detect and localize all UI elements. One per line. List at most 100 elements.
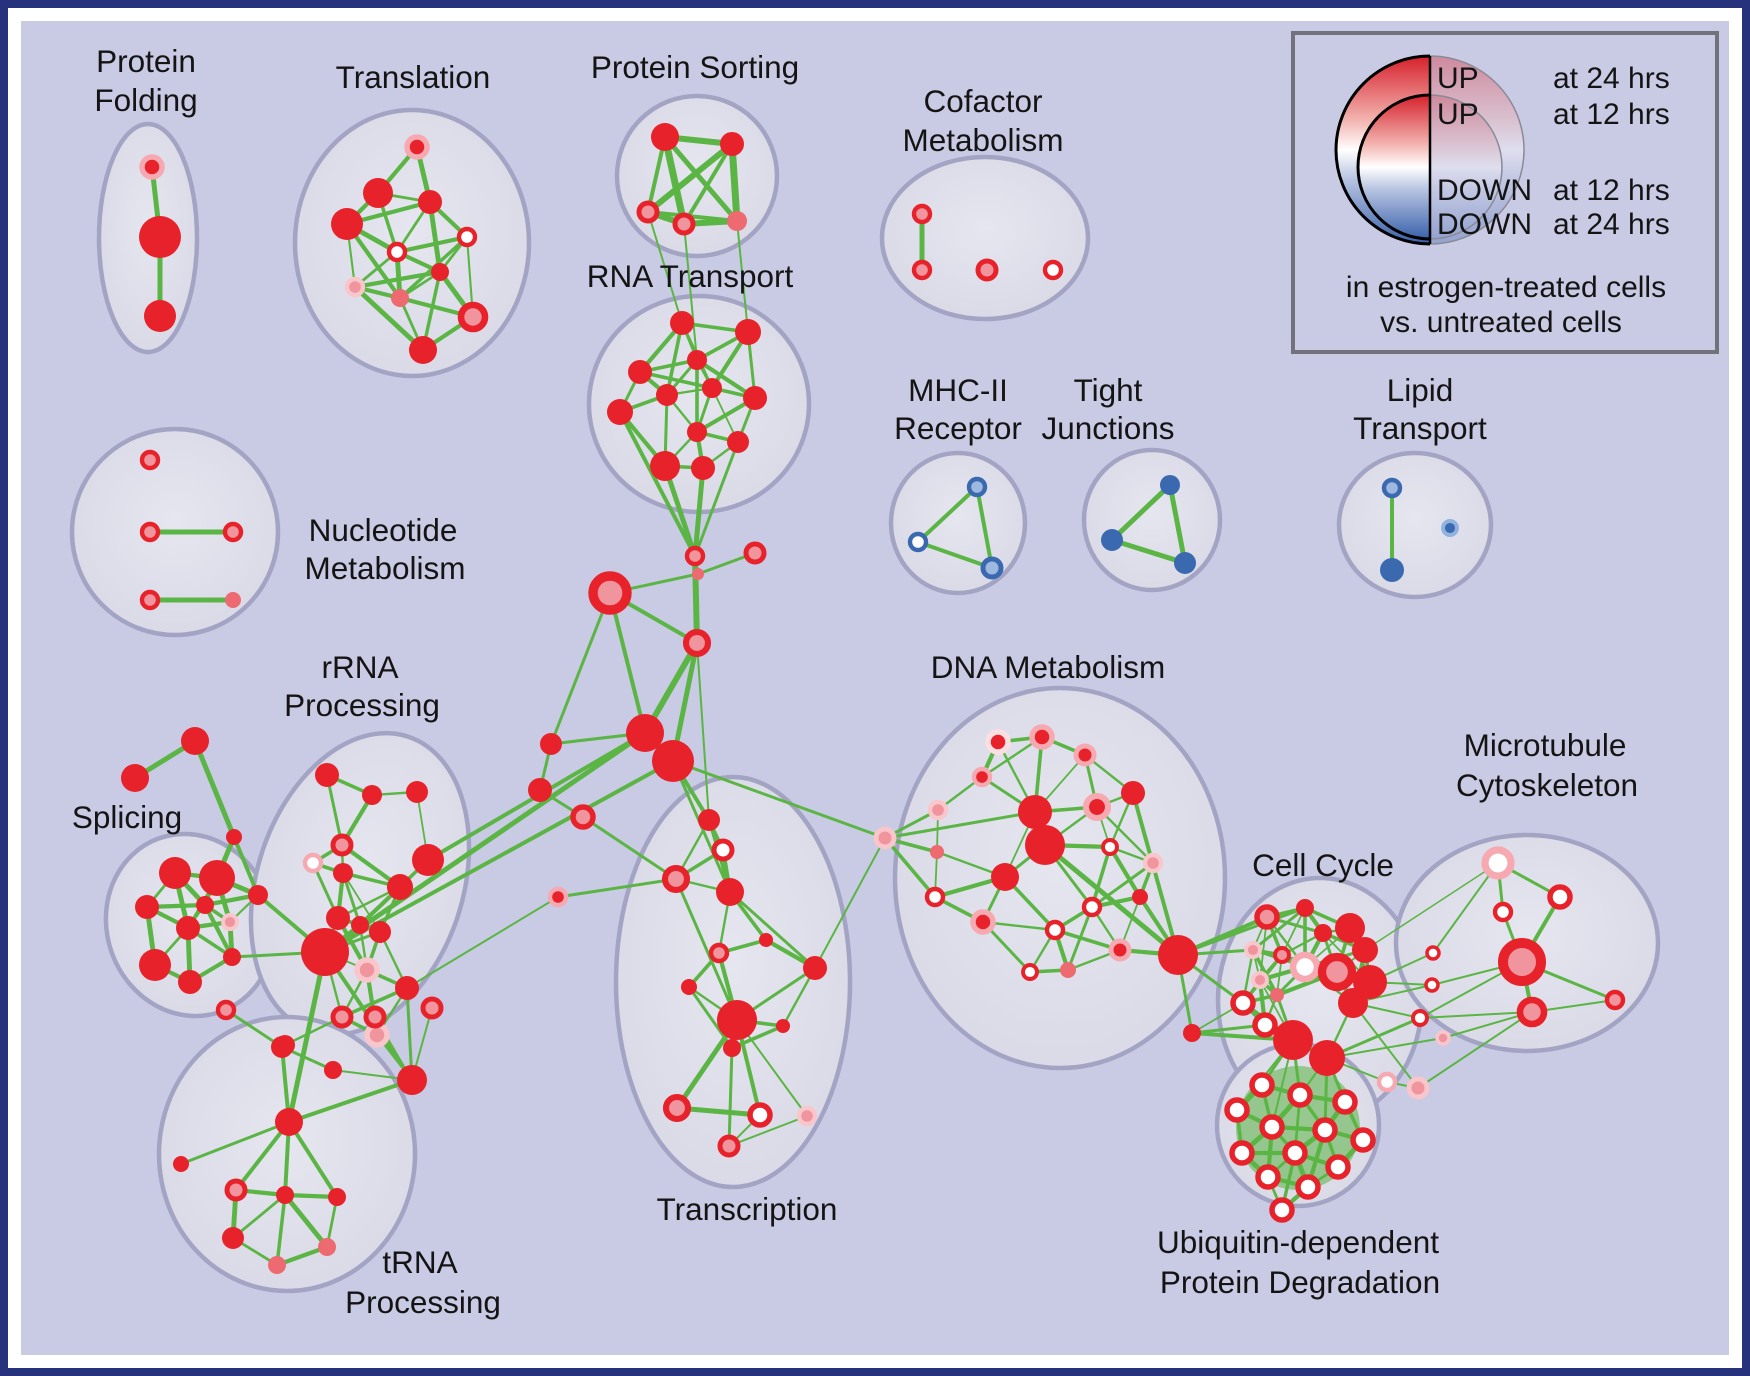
graph-node bbox=[1060, 962, 1076, 978]
graph-node bbox=[672, 212, 696, 236]
graph-node bbox=[1273, 946, 1291, 964]
cluster-label: Splicing bbox=[72, 799, 182, 835]
graph-node bbox=[776, 1019, 790, 1033]
graph-edge bbox=[728, 1115, 808, 1147]
graph-node bbox=[1229, 1140, 1255, 1166]
graph-node bbox=[682, 628, 712, 658]
graph-node bbox=[1381, 477, 1403, 499]
graph-edge bbox=[1042, 842, 1181, 958]
graph-edge bbox=[1167, 482, 1188, 566]
graph-node bbox=[226, 829, 242, 845]
graph-node bbox=[1604, 989, 1626, 1011]
graph-node bbox=[344, 276, 366, 298]
graph-node bbox=[1380, 558, 1404, 582]
graph-node bbox=[803, 956, 827, 980]
graph-node bbox=[1160, 475, 1180, 495]
graph-node bbox=[139, 449, 161, 471]
graph-node bbox=[628, 360, 652, 384]
graph-node bbox=[985, 729, 1011, 755]
cluster-cofactor-metabolism bbox=[879, 154, 1091, 322]
graph-edge bbox=[814, 837, 886, 969]
graph-node bbox=[656, 384, 678, 406]
graph-node bbox=[223, 948, 241, 966]
graph-node bbox=[330, 833, 354, 857]
graph-node bbox=[224, 1178, 248, 1202]
graph-node bbox=[1254, 904, 1280, 930]
graph-node bbox=[708, 942, 730, 964]
graph-edge bbox=[179, 1120, 291, 1166]
graph-node bbox=[1121, 781, 1145, 805]
graph-node bbox=[1252, 1012, 1278, 1038]
graph-node bbox=[1289, 951, 1321, 983]
graph-node bbox=[1273, 1020, 1313, 1060]
graph-node bbox=[271, 1036, 293, 1058]
graph-node bbox=[687, 422, 707, 442]
graph-node bbox=[406, 781, 428, 803]
cluster-label: Lipid bbox=[1387, 372, 1454, 408]
cluster-label: Cofactor bbox=[923, 83, 1042, 119]
graph-node bbox=[607, 399, 633, 425]
cluster-transcription bbox=[613, 774, 853, 1190]
graph-node bbox=[330, 1005, 354, 1029]
cluster-label: Transport bbox=[1353, 410, 1487, 446]
graph-edge bbox=[730, 1024, 785, 1050]
graph-node bbox=[1029, 724, 1055, 750]
graph-node bbox=[661, 864, 691, 894]
graph-node bbox=[1312, 1117, 1338, 1143]
graph-node bbox=[159, 857, 191, 889]
graph-node bbox=[588, 571, 632, 615]
graph-node bbox=[362, 785, 382, 805]
graph-node bbox=[1435, 1030, 1451, 1046]
graph-node bbox=[173, 1156, 189, 1172]
graph-node bbox=[1025, 825, 1065, 865]
graph-edge bbox=[696, 642, 710, 821]
graph-node bbox=[1332, 1089, 1358, 1115]
graph-node bbox=[636, 200, 660, 224]
graph-node bbox=[144, 300, 176, 332]
graph-node bbox=[369, 921, 391, 943]
graph-node bbox=[1314, 924, 1332, 942]
graph-node bbox=[547, 886, 569, 908]
cluster-label: Cytoskeleton bbox=[1456, 767, 1638, 803]
legend-caption: vs. untreated cells bbox=[1380, 306, 1622, 339]
graph-node bbox=[135, 895, 159, 919]
legend-outer-right-outline bbox=[1429, 55, 1525, 245]
graph-edge bbox=[618, 410, 697, 558]
graph-node bbox=[1042, 259, 1064, 281]
graph-node bbox=[650, 451, 680, 481]
graph-node bbox=[1082, 792, 1112, 822]
graph-node bbox=[1376, 1071, 1398, 1093]
graph-node bbox=[395, 976, 419, 1000]
graph-node bbox=[1425, 945, 1441, 961]
graph-node bbox=[1259, 1114, 1285, 1140]
graph-edge bbox=[1131, 791, 1180, 957]
graph-node bbox=[196, 896, 214, 914]
cluster-label: Translation bbox=[336, 59, 491, 95]
cluster-label: Ubiquitin-dependent bbox=[1157, 1224, 1439, 1260]
graph-node bbox=[221, 913, 239, 931]
graph-edge bbox=[728, 140, 741, 225]
cluster-label: RNA Transport bbox=[587, 258, 794, 294]
cluster-label: Tight bbox=[1074, 372, 1143, 408]
graph-node bbox=[409, 336, 437, 364]
graph-edge bbox=[394, 234, 470, 255]
graph-node bbox=[315, 763, 339, 787]
legend-faded-half bbox=[1430, 56, 1524, 244]
graph-edge bbox=[1109, 482, 1173, 543]
cluster-label: Cell Cycle bbox=[1252, 847, 1394, 883]
graph-node bbox=[711, 838, 735, 862]
graph-edge bbox=[1090, 861, 1155, 909]
legend-time-label: at 12 hrs bbox=[1553, 174, 1670, 207]
graph-node bbox=[363, 178, 393, 208]
graph-edge bbox=[224, 1008, 284, 1049]
graph-node bbox=[1132, 889, 1148, 905]
graph-node bbox=[328, 1188, 346, 1206]
graph-edge bbox=[671, 759, 887, 840]
graph-edge bbox=[1107, 844, 1143, 900]
graph-node bbox=[723, 1039, 741, 1057]
graph-node bbox=[268, 1256, 286, 1274]
graph-node bbox=[276, 1186, 294, 1204]
graph-node bbox=[1441, 519, 1459, 537]
legend-outer-left-outline bbox=[1334, 54, 1431, 246]
